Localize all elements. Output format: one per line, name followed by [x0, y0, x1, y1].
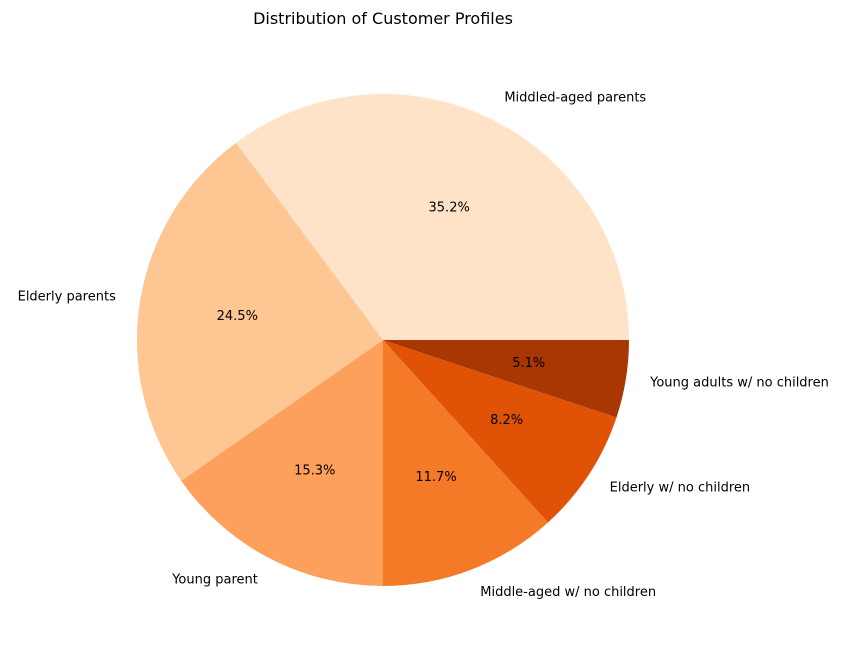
pie-slice — [383, 340, 629, 418]
slice-category-label: Elderly w/ no children — [610, 480, 751, 495]
pie-labels: Middled-aged parents 35.2% Elderly parents… — [18, 91, 829, 600]
pie-slice — [235, 93, 629, 340]
slice-percent-label: 11.7% — [415, 470, 456, 485]
pie-slice — [181, 340, 383, 586]
slice-category-label: Middle-aged w/ no children — [480, 585, 656, 600]
slice-percent-label: 24.5% — [217, 309, 258, 324]
slice-category-label: Young adults w/ no children — [649, 376, 829, 391]
slice-category-label: Elderly parents — [18, 289, 116, 304]
pie-slice — [136, 142, 383, 481]
slice-percent-label: 35.2% — [429, 201, 470, 216]
pie-slices — [136, 93, 629, 586]
slice-percent-label: 8.2% — [490, 413, 523, 428]
pie-slice — [383, 340, 617, 523]
slice-category-label: Middled-aged parents — [504, 91, 646, 106]
chart-title: Distribution of Customer Profiles — [253, 9, 513, 28]
pie-slice — [383, 340, 548, 586]
slice-percent-label: 5.1% — [512, 356, 545, 371]
slice-percent-label: 15.3% — [294, 463, 335, 478]
slice-category-label: Young parent — [171, 572, 258, 587]
